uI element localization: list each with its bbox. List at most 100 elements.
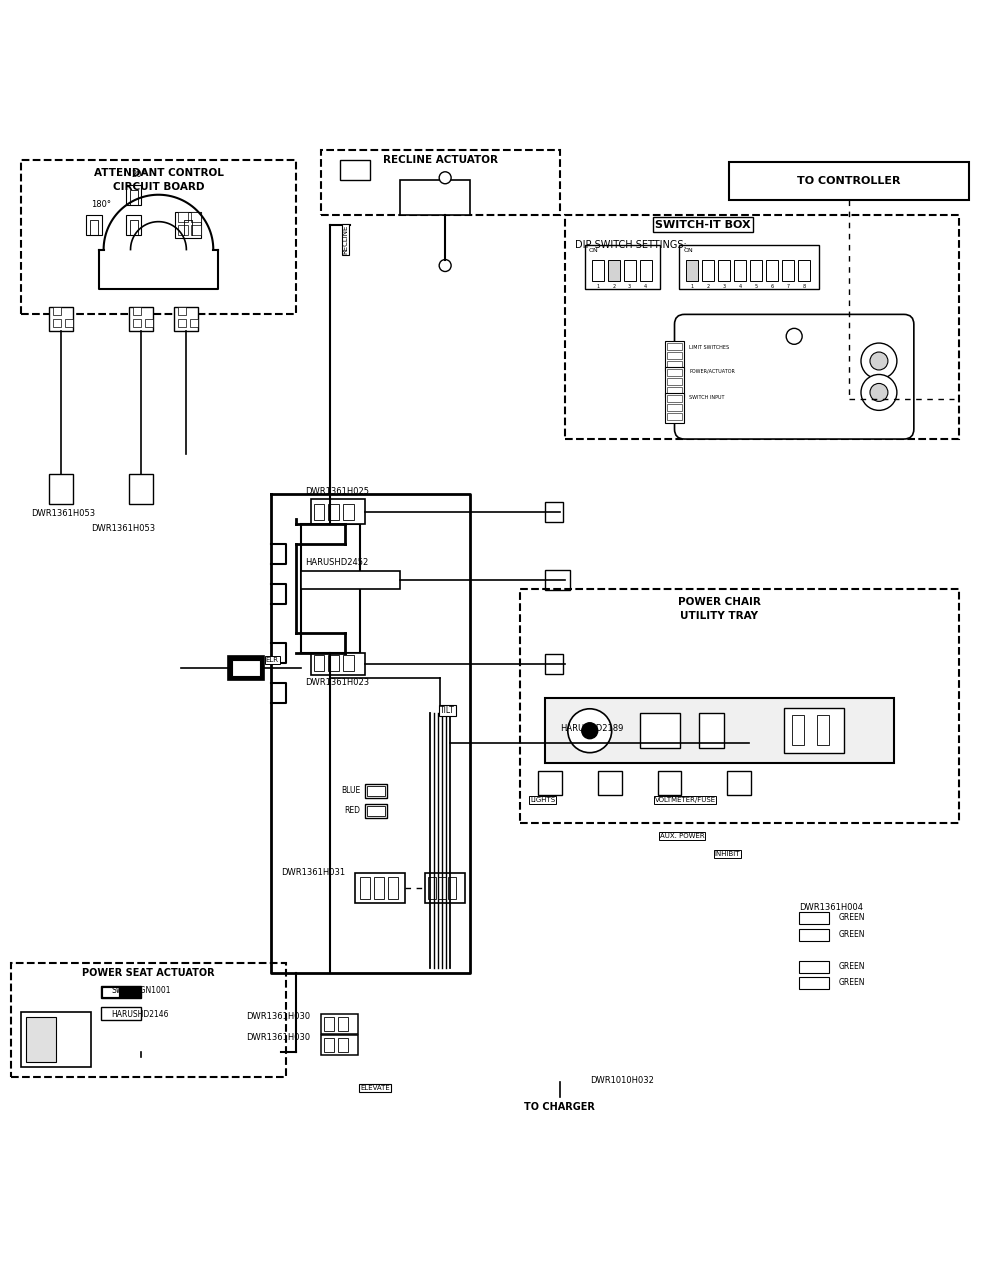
Bar (343, 655, 354, 672)
Text: 7: 7 (787, 284, 790, 289)
Bar (367, 806, 385, 816)
Bar (667, 369, 682, 376)
Bar (667, 352, 682, 359)
Bar (301, 570, 400, 589)
Bar (65, 319, 73, 327)
Bar (180, 214, 196, 234)
Bar (328, 504, 339, 519)
Bar (679, 245, 819, 289)
Bar (86, 214, 102, 234)
Bar (374, 877, 384, 898)
Bar (49, 308, 73, 332)
Circle shape (861, 375, 897, 411)
Text: 3: 3 (628, 284, 631, 289)
Bar (667, 386, 682, 394)
Text: UTILITY TRAY: UTILITY TRAY (680, 611, 758, 621)
Bar (425, 873, 465, 903)
Bar (798, 260, 810, 281)
Bar (145, 319, 153, 327)
Bar (232, 660, 260, 677)
Bar (129, 308, 153, 332)
Text: ELR: ELR (266, 658, 279, 664)
Bar (640, 260, 652, 281)
Bar (640, 713, 680, 749)
Bar (585, 245, 660, 289)
Text: SWITCH INPUT: SWITCH INPUT (689, 395, 725, 400)
Bar (665, 341, 684, 371)
Bar (744, 735, 762, 751)
Bar (784, 708, 844, 753)
Text: 4: 4 (739, 284, 742, 289)
Bar (338, 1017, 348, 1031)
Text: DWR1361H053: DWR1361H053 (31, 509, 95, 518)
Text: TO CHARGER: TO CHARGER (524, 1102, 595, 1112)
Bar (190, 319, 198, 327)
Bar (343, 504, 354, 519)
Text: GREEN: GREEN (839, 978, 866, 987)
Text: DWR1361H031: DWR1361H031 (281, 868, 345, 877)
Text: BLUE: BLUE (341, 786, 360, 794)
Bar (448, 877, 456, 898)
Text: 6: 6 (771, 284, 774, 289)
Bar (667, 378, 682, 385)
Bar (592, 260, 604, 281)
Text: VOLTMETER/FUSE: VOLTMETER/FUSE (655, 797, 716, 803)
Bar (178, 308, 186, 315)
Bar (718, 260, 730, 281)
Circle shape (582, 722, 598, 739)
Bar (545, 502, 563, 522)
Text: 5: 5 (755, 284, 758, 289)
Bar (49, 474, 73, 504)
Bar (355, 873, 405, 903)
Text: ELEVATE: ELEVATE (360, 1086, 390, 1091)
Bar (175, 212, 201, 238)
Bar (103, 987, 118, 996)
Bar (699, 713, 724, 749)
Text: DWR1361H023: DWR1361H023 (306, 678, 370, 688)
Bar (360, 877, 370, 898)
Text: HARUSHD2452: HARUSHD2452 (306, 557, 369, 566)
Bar (174, 308, 198, 332)
Bar (133, 308, 141, 315)
Bar (53, 308, 61, 315)
Text: POWER SEAT ACTUATOR: POWER SEAT ACTUATOR (82, 968, 215, 978)
Circle shape (870, 352, 888, 370)
Bar (799, 929, 829, 940)
Bar (766, 260, 778, 281)
FancyBboxPatch shape (675, 314, 914, 440)
Bar (702, 260, 714, 281)
Bar (324, 1017, 334, 1031)
Bar (191, 224, 201, 234)
Text: RECLINE: RECLINE (342, 226, 348, 255)
Bar (729, 162, 969, 200)
Text: TO CONTROLLER: TO CONTROLLER (797, 176, 901, 186)
Text: LIMIT SWITCHES: LIMIT SWITCHES (689, 345, 730, 350)
Bar (667, 395, 682, 402)
Bar (101, 1007, 141, 1020)
Bar (667, 413, 682, 421)
Bar (314, 504, 324, 519)
Bar (817, 716, 829, 745)
Text: RECLINE ACTUATOR: RECLINE ACTUATOR (383, 155, 498, 165)
Circle shape (870, 384, 888, 402)
Text: ON: ON (589, 247, 599, 252)
Text: HARUSHD2146: HARUSHD2146 (111, 1010, 169, 1019)
Bar (799, 977, 829, 988)
Bar (545, 570, 570, 589)
Bar (178, 319, 186, 327)
Text: GREEN: GREEN (839, 914, 866, 922)
Circle shape (439, 260, 451, 271)
Bar (178, 212, 188, 222)
Bar (545, 655, 563, 674)
Bar (53, 319, 61, 327)
Text: RED: RED (344, 806, 360, 815)
Bar (750, 260, 762, 281)
Text: DWR1361H030: DWR1361H030 (246, 1033, 311, 1041)
Bar (126, 214, 141, 234)
Text: 20°: 20° (131, 170, 146, 179)
Text: 1: 1 (691, 284, 694, 289)
Bar (545, 698, 894, 763)
Bar (667, 343, 682, 350)
Circle shape (861, 343, 897, 379)
Bar (734, 260, 746, 281)
